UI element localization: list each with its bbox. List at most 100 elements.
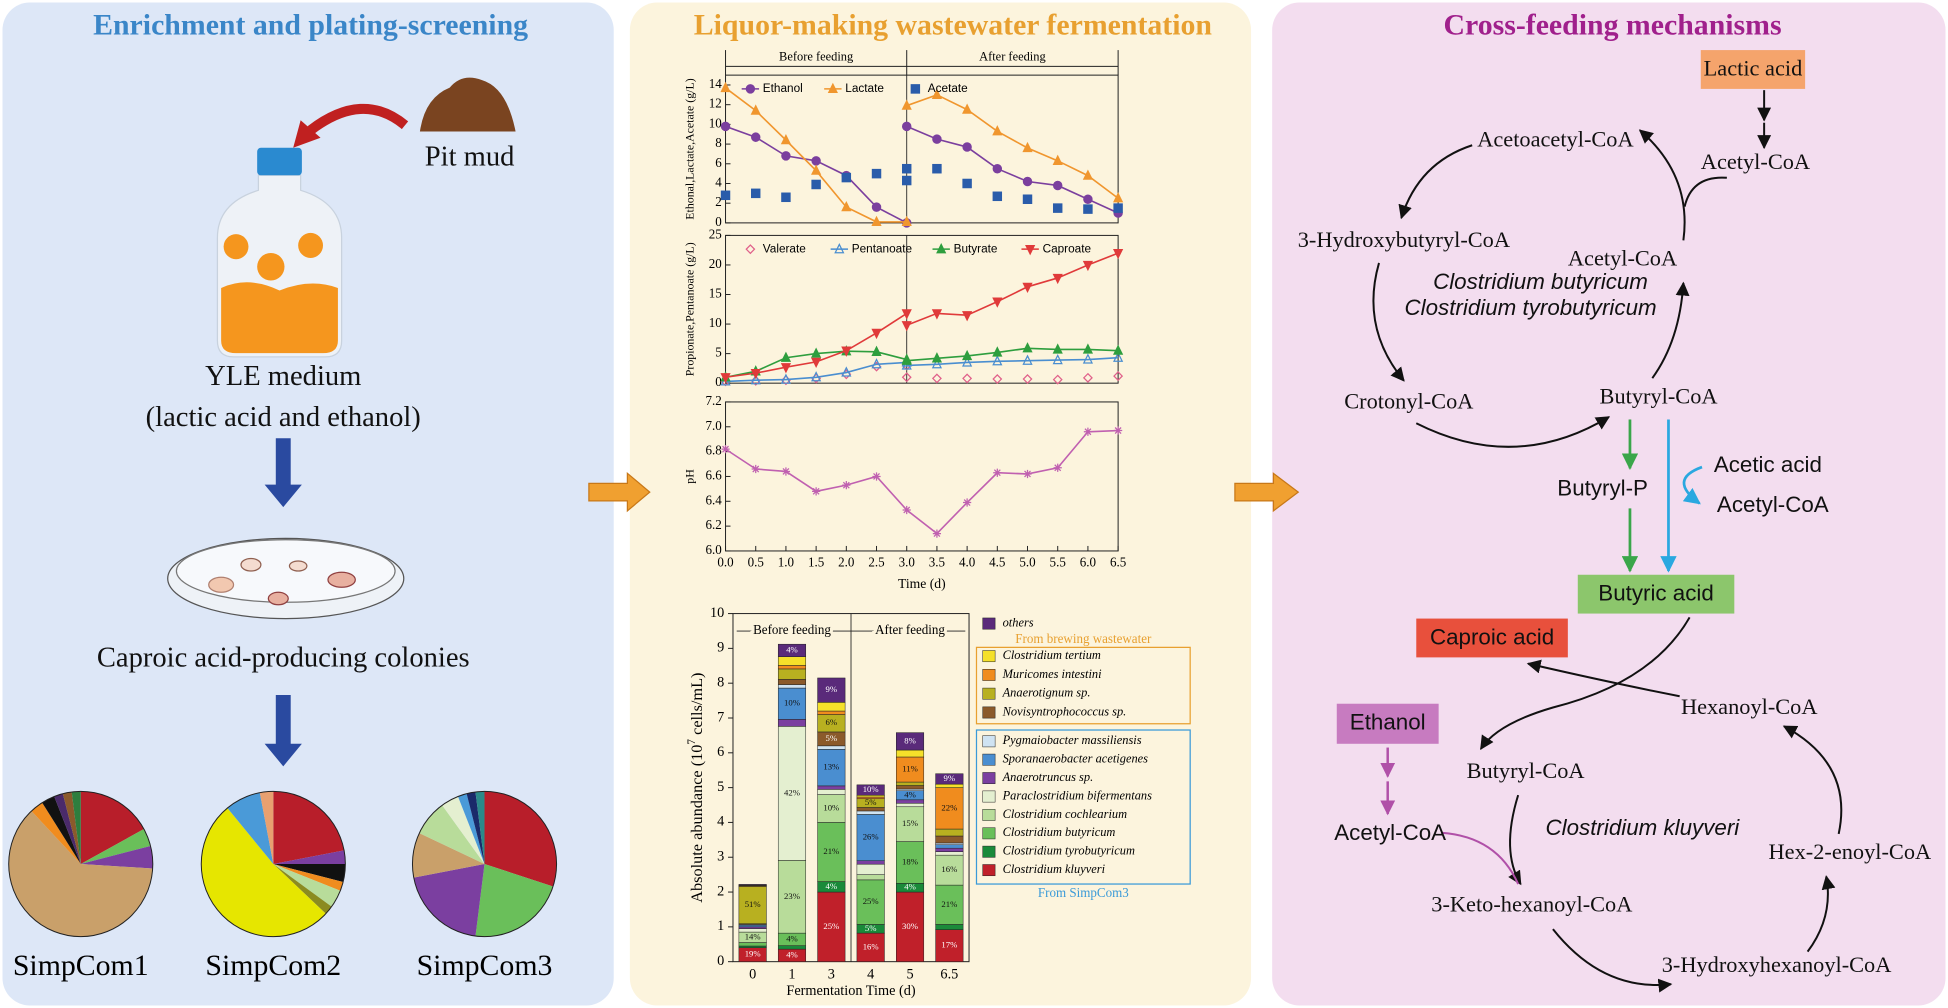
- data-point: [932, 134, 942, 144]
- bar-segment: [777, 665, 807, 670]
- bar-segment: [777, 668, 807, 680]
- legend-label: Anaerotignum sp.: [1002, 686, 1091, 700]
- legend-group-label: From brewing wastewater: [1015, 631, 1152, 646]
- data-point: [1082, 169, 1094, 180]
- transfer-arrow: [1234, 472, 1300, 513]
- data-point: [1083, 204, 1093, 214]
- pie-slice: [475, 864, 554, 937]
- node-label: Butyryl-P: [1557, 475, 1648, 500]
- legend-label: Valerate: [763, 241, 806, 255]
- data-point: [812, 487, 821, 496]
- bottle-cap: [257, 147, 302, 176]
- data-point: [902, 121, 912, 132]
- data-point: [871, 202, 882, 212]
- y-tick-label: 5: [717, 779, 724, 795]
- colony: [288, 560, 308, 572]
- pie-slice: [466, 791, 485, 864]
- legend-swatch: [982, 845, 996, 858]
- y-tick-label: 25: [709, 226, 722, 241]
- node-label: Acetyl-CoA: [1568, 246, 1678, 271]
- bar-segment: [817, 891, 846, 962]
- x-axis-label: Time (d): [898, 576, 946, 592]
- segment-label: 5%: [826, 733, 838, 743]
- y-tick-label: 4: [715, 174, 722, 189]
- data-point: [871, 358, 882, 369]
- data-point: [780, 133, 792, 145]
- data-point: [932, 529, 942, 538]
- colonies-label: Caproic acid-producing colonies: [97, 641, 470, 673]
- segment-label: 13%: [823, 762, 839, 772]
- bar-segment: [896, 803, 925, 808]
- pie-slice: [54, 793, 81, 864]
- bar-segment: [817, 789, 846, 795]
- segment-label: 16%: [941, 864, 957, 874]
- bar-segment: [777, 643, 807, 657]
- segment-label: 9%: [826, 684, 838, 694]
- bar-segment: [777, 656, 807, 666]
- data-point: [931, 358, 943, 369]
- legend-label: Anaerotruncus sp.: [1002, 770, 1094, 784]
- bar-segment: [777, 684, 807, 689]
- data-point: [992, 125, 1003, 136]
- bar-segment: [817, 822, 846, 882]
- data-point: [962, 178, 972, 189]
- bar-segment: [856, 860, 885, 865]
- data-point: [962, 356, 973, 367]
- plot-frame: [725, 234, 1119, 384]
- x-tick-label: 5.0: [1019, 554, 1036, 569]
- node-label: 3-Keto-hexanoyl-CoA: [1431, 892, 1633, 917]
- arrow: [1508, 794, 1522, 886]
- data-point: [992, 297, 1003, 308]
- segment-label: 18%: [902, 856, 918, 866]
- y-axis-label-sup: 7: [686, 739, 698, 745]
- pie-slice: [62, 791, 81, 864]
- node-label: Butyryl-CoA: [1600, 383, 1719, 408]
- segment-label: 22%: [941, 802, 957, 812]
- legend-label: Muricomes intestini: [1002, 667, 1103, 681]
- segment-label: 51%: [745, 899, 761, 909]
- segment-label: 25%: [823, 921, 839, 931]
- legend-label: Sporanaerobacter acetigenes: [1003, 752, 1149, 766]
- data-point: [781, 192, 791, 203]
- data-point: [841, 366, 852, 377]
- pie-slice: [201, 808, 326, 937]
- y-tick-label: 6.6: [706, 467, 723, 482]
- down-arrow: [264, 694, 302, 767]
- node-label: Caproic acid: [1430, 624, 1554, 649]
- legend-marker: [910, 84, 921, 94]
- data-point: [1113, 203, 1123, 213]
- bar-segment: [856, 810, 885, 815]
- data-point: [842, 481, 851, 490]
- segment-label: 25%: [863, 896, 879, 906]
- panel-title: Cross-feeding mechanisms: [1444, 8, 1782, 41]
- y-tick-label: 2: [717, 883, 724, 899]
- bar-segment: [856, 807, 885, 812]
- data-point: [1052, 374, 1063, 385]
- node-label: Acetyl-CoA: [1717, 492, 1829, 517]
- data-point: [1083, 194, 1093, 205]
- series-line: [725, 429, 1119, 535]
- arrow: [1782, 725, 1843, 835]
- x-tick-label: 2.0: [838, 554, 855, 569]
- pie-slice: [273, 864, 346, 883]
- pie-slice: [273, 864, 341, 907]
- data-point: [720, 190, 731, 201]
- data-point: [720, 373, 731, 384]
- bar-segment: [856, 932, 885, 962]
- pie-slice: [42, 796, 81, 864]
- data-point: [1052, 154, 1063, 165]
- arrow: [1651, 281, 1690, 379]
- compound-box: [1700, 50, 1806, 89]
- phase-label: After feeding: [979, 49, 1046, 63]
- data-point: [1023, 469, 1032, 479]
- pie-slice: [457, 793, 485, 864]
- bar-segment: [935, 847, 964, 852]
- data-point: [811, 179, 821, 190]
- arrow: [1372, 262, 1405, 382]
- bar-segment: [935, 773, 964, 785]
- colony: [240, 557, 262, 572]
- x-tick-label: 0.5: [748, 554, 765, 569]
- node-label: Hex-2-enoyl-CoA: [1769, 839, 1932, 864]
- compound-box: [1577, 574, 1735, 614]
